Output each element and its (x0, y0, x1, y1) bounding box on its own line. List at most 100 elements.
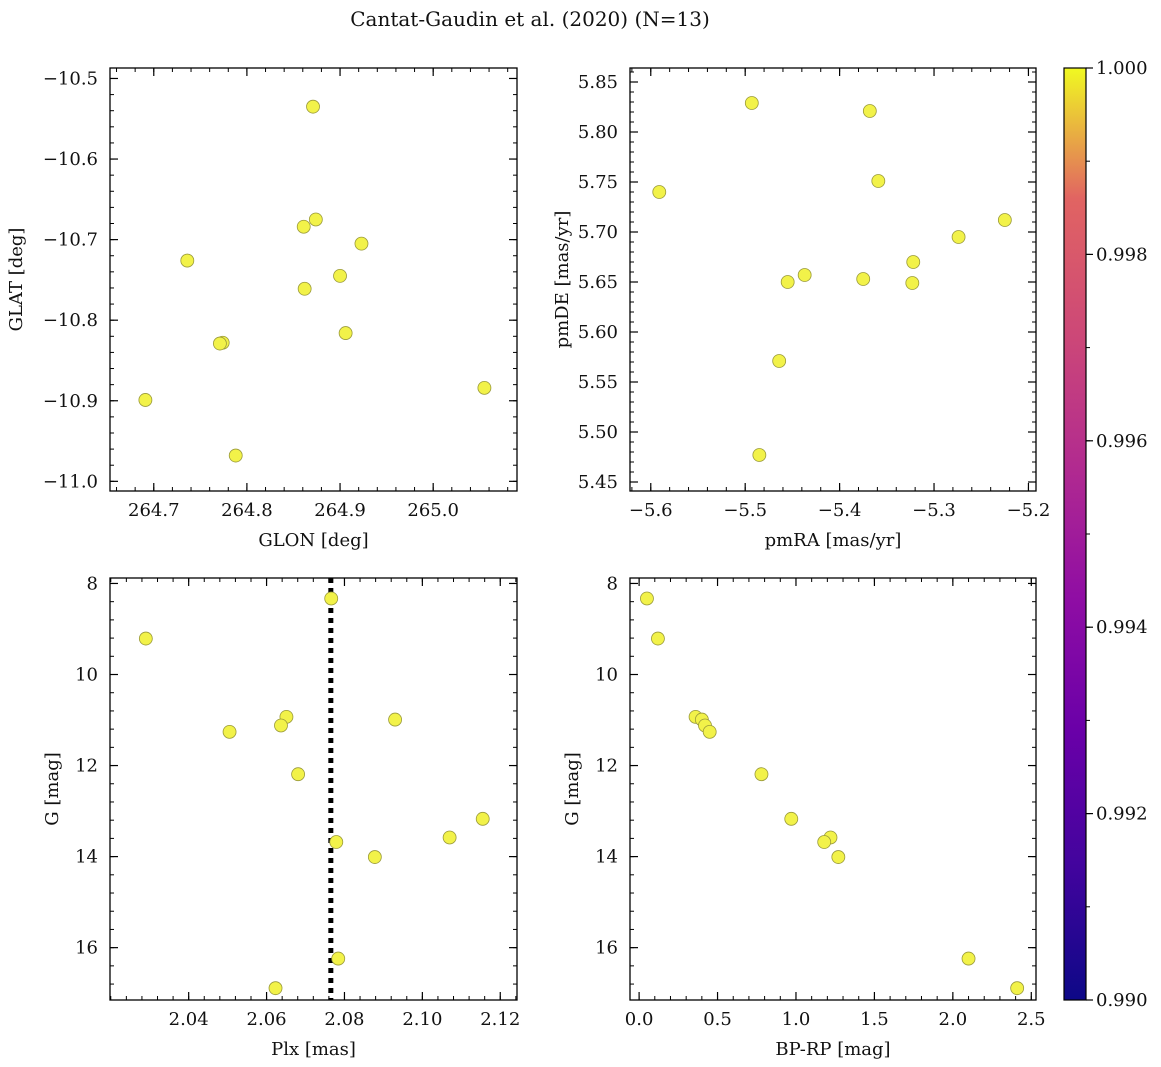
y-tick-label: 14 (75, 847, 98, 868)
x-tick-label: 264.8 (221, 500, 273, 521)
data-point (222, 724, 237, 739)
x-tick-label: 265.0 (407, 500, 459, 521)
x-axis-label: BP-RP [mag] (775, 1039, 890, 1060)
y-tick-label: 5.60 (578, 322, 618, 343)
y-axis-label: G [mag] (42, 752, 63, 825)
x-tick-label: 0.0 (625, 1009, 654, 1030)
data-point (354, 236, 369, 251)
figure-title: Cantat-Gaudin et al. (2020) (N=13) (350, 7, 710, 31)
colorbar-tick-label: 0.994 (1096, 617, 1148, 638)
x-tick-label: 264.9 (314, 500, 366, 521)
data-point (477, 380, 492, 395)
data-point (831, 850, 846, 864)
data-point (862, 104, 877, 118)
x-tick-label: 2.08 (324, 1009, 364, 1030)
data-point (268, 981, 283, 996)
x-tick-label: 1.5 (860, 1009, 889, 1030)
x-tick-label: −5.3 (912, 500, 956, 521)
plot-frame (109, 67, 518, 492)
data-point (784, 811, 799, 826)
y-tick-label: 10 (595, 665, 618, 686)
x-tick-label: −5.2 (1007, 500, 1051, 521)
data-point (1010, 981, 1025, 996)
data-point (138, 631, 153, 646)
x-tick-label: 0.5 (703, 1009, 732, 1030)
data-point (338, 326, 353, 340)
data-point (651, 631, 665, 646)
y-tick-label: 5.80 (578, 122, 618, 143)
data-point (780, 275, 795, 289)
x-tick-label: 264.7 (128, 500, 180, 521)
data-point (138, 393, 153, 407)
y-tick-label: 10 (75, 665, 98, 686)
data-point (212, 336, 227, 351)
data-point (961, 951, 976, 966)
y-tick-label: 5.70 (578, 222, 618, 243)
data-point (291, 767, 306, 782)
panel-glon-glat: 264.7 264.8 264.9 265.0 −10.5 −10.6 −10.7 −10.8… (6, 67, 518, 551)
y-tick-label: −10.6 (43, 149, 98, 170)
data-point (744, 96, 759, 110)
x-tick-label: −5.6 (629, 500, 673, 521)
data-point (817, 835, 832, 849)
panels: 264.7 264.8 264.9 265.0 −10.5 −10.6 −10.7 −10.8… (6, 67, 1051, 1060)
y-axis-label: pmDE [mas/yr] (552, 211, 573, 349)
y-tick-label: 5.55 (578, 372, 618, 393)
data-point (367, 850, 382, 864)
y-tick-label: −10.8 (43, 310, 98, 331)
data-point (997, 213, 1012, 227)
data-point (905, 276, 920, 290)
colorbar-tick-label: 0.998 (1096, 244, 1148, 265)
y-tick-label: 12 (75, 756, 98, 777)
data-point (333, 268, 347, 283)
x-tick-label: 1.0 (782, 1009, 811, 1030)
data-point (702, 724, 717, 739)
y-tick-label: 5.75 (578, 172, 618, 193)
data-point (754, 767, 769, 782)
y-tick-label: −10.5 (43, 68, 98, 89)
data-point (306, 99, 320, 114)
colorbar: 0.990 0.992 0.994 0.996 0.998 1.000 (1063, 58, 1148, 1011)
y-tick-label: 5.45 (578, 472, 618, 493)
data-point (296, 219, 311, 234)
x-tick-label: 2.5 (1017, 1009, 1046, 1030)
panel-plx-g: 2.04 2.06 2.08 2.10 2.12 8 10 12 14 16 Plx [mas] G … (42, 573, 520, 1060)
y-tick-label: −10.7 (43, 230, 98, 251)
x-axis-label: Plx [mas] (271, 1039, 356, 1060)
y-tick-label: 16 (75, 938, 98, 959)
y-tick-label: 8 (607, 573, 618, 594)
plot-frame (109, 577, 518, 1001)
data-point (297, 281, 312, 296)
colorbar-tick-label: 0.992 (1096, 804, 1148, 825)
data-point (772, 354, 787, 368)
data-point (388, 712, 402, 727)
data-point (442, 830, 457, 845)
x-tick-label: −5.4 (818, 500, 862, 521)
y-tick-label: −11.0 (43, 471, 98, 492)
y-tick-label: 5.50 (578, 422, 618, 443)
x-axis-label: GLON [deg] (258, 530, 368, 551)
data-point (906, 255, 921, 269)
y-tick-label: 12 (595, 756, 618, 777)
panel-pmra-pmde: −5.6 −5.5 −5.4 −5.3 −5.2 5.45 5.50 5.55 5.60 5.65… (552, 67, 1051, 551)
colorbar-tick-label: 1.000 (1096, 58, 1148, 79)
data-point (274, 718, 288, 733)
x-tick-label: 2.06 (247, 1009, 287, 1030)
colorbar-tick-label: 0.996 (1096, 431, 1148, 452)
plot-frame (629, 67, 1037, 492)
data-point (797, 268, 812, 282)
data-point (324, 591, 339, 606)
y-tick-label: 16 (595, 938, 618, 959)
y-tick-label: 5.65 (578, 272, 618, 293)
data-point (652, 185, 667, 199)
y-axis-label: G [mag] (562, 752, 583, 825)
data-point (228, 448, 243, 463)
x-tick-label: 2.04 (169, 1009, 209, 1030)
data-point (331, 951, 346, 966)
data-point (475, 811, 490, 826)
x-tick-label: 2.0 (939, 1009, 968, 1030)
data-point (640, 591, 654, 606)
data-point (308, 212, 323, 227)
y-axis-label: GLAT [deg] (6, 228, 27, 332)
data-point (329, 835, 344, 849)
